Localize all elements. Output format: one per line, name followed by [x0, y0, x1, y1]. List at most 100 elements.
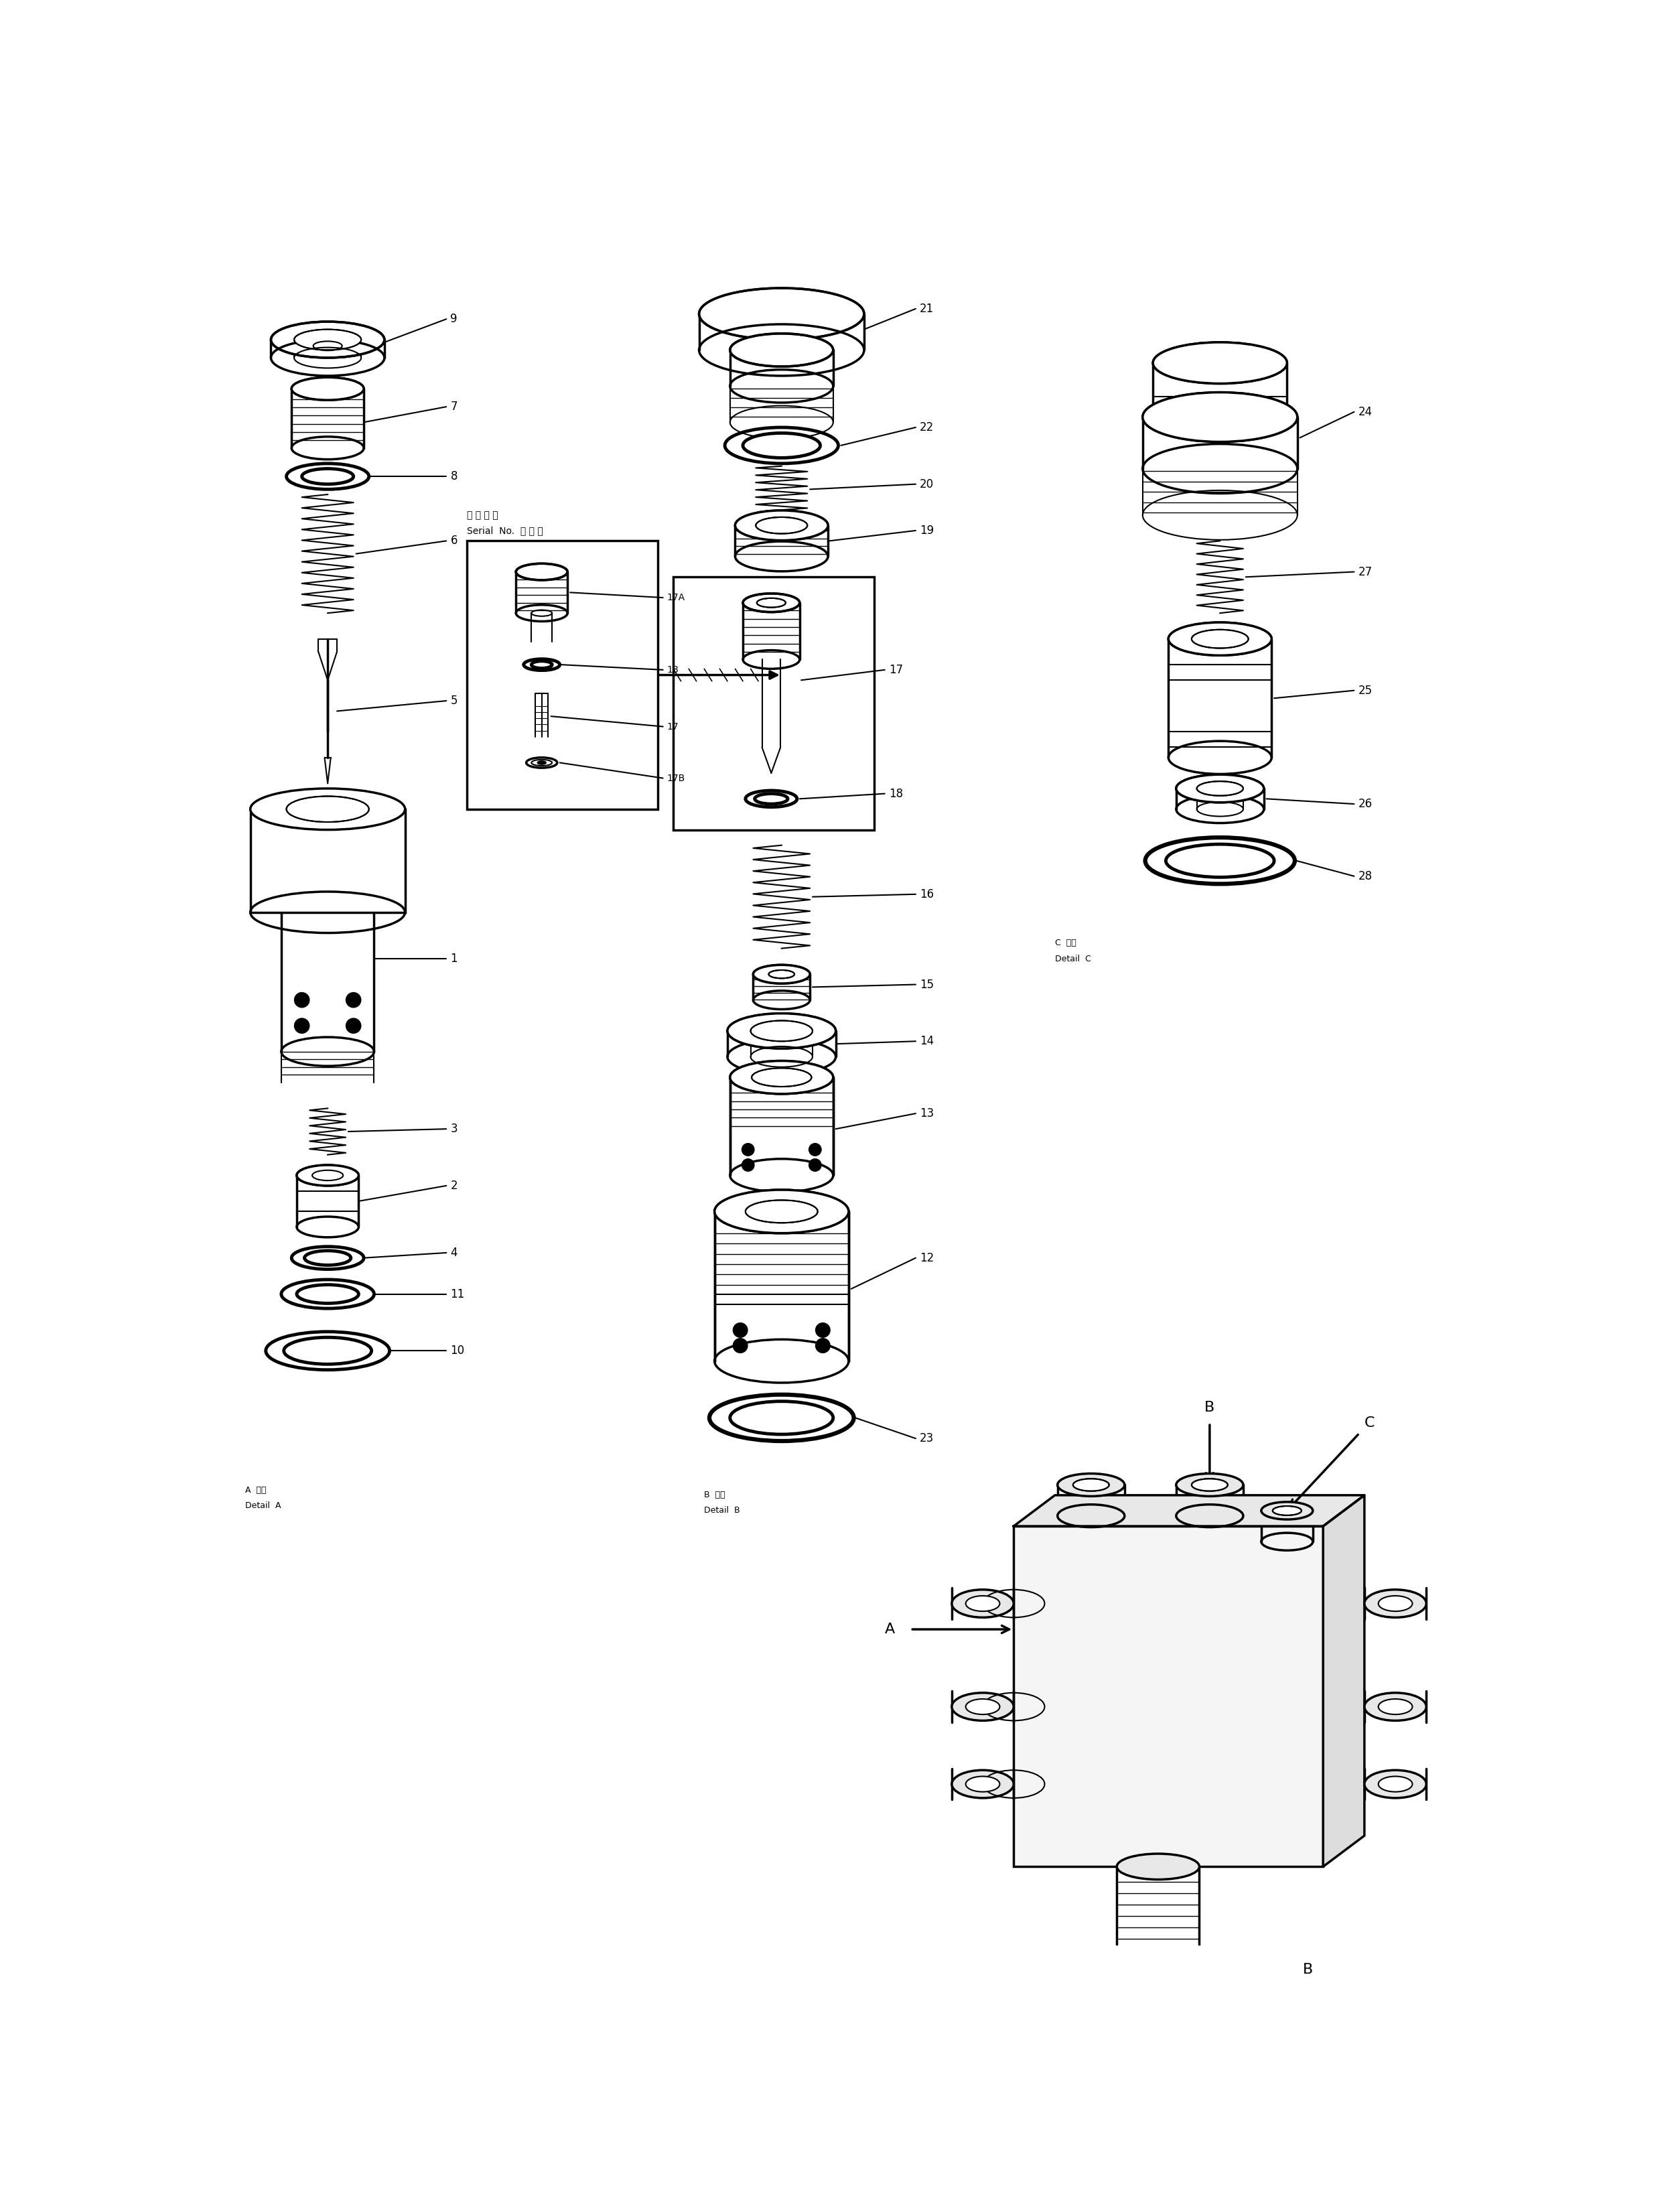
Ellipse shape [1196, 780, 1243, 796]
Ellipse shape [714, 1189, 848, 1233]
Text: 21: 21 [921, 302, 934, 315]
Circle shape [743, 1159, 754, 1172]
Ellipse shape [304, 1250, 351, 1266]
Ellipse shape [297, 1285, 358, 1303]
Ellipse shape [538, 761, 546, 765]
Ellipse shape [743, 592, 800, 612]
Text: 19: 19 [921, 525, 934, 536]
Text: Detail  C: Detail C [1055, 955, 1090, 964]
Text: 5: 5 [450, 695, 457, 706]
Text: 14: 14 [921, 1036, 934, 1047]
Text: 11: 11 [450, 1288, 465, 1301]
Ellipse shape [1142, 391, 1297, 442]
Circle shape [732, 1323, 748, 1338]
Text: 18: 18 [889, 787, 904, 800]
Ellipse shape [1364, 1692, 1426, 1720]
Text: 20: 20 [921, 479, 934, 490]
Text: Detail  B: Detail B [704, 1506, 741, 1515]
Text: 17A: 17A [667, 592, 685, 603]
Ellipse shape [286, 796, 370, 822]
Text: 25: 25 [1357, 684, 1373, 697]
Ellipse shape [1273, 1506, 1302, 1515]
Text: 9: 9 [450, 313, 457, 326]
Text: C: C [1364, 1417, 1374, 1430]
Text: 22: 22 [921, 422, 934, 433]
Ellipse shape [736, 512, 828, 540]
Text: 13: 13 [921, 1108, 934, 1119]
Text: A: A [885, 1622, 895, 1635]
Text: 3: 3 [450, 1124, 457, 1135]
Ellipse shape [753, 964, 810, 984]
Ellipse shape [966, 1596, 1000, 1611]
Text: 12: 12 [921, 1253, 934, 1264]
Ellipse shape [953, 1589, 1013, 1618]
Text: 8: 8 [450, 470, 457, 483]
Text: A  詳細: A 詳細 [245, 1486, 265, 1495]
Ellipse shape [1168, 623, 1272, 656]
Ellipse shape [1074, 1478, 1109, 1491]
Circle shape [815, 1338, 830, 1353]
Ellipse shape [1364, 1589, 1426, 1618]
Text: Detail  A: Detail A [245, 1502, 281, 1511]
Ellipse shape [953, 1771, 1013, 1799]
Text: B  詳細: B 詳細 [704, 1491, 726, 1500]
Circle shape [815, 1323, 830, 1338]
Circle shape [294, 1019, 309, 1034]
Ellipse shape [746, 1200, 818, 1222]
Ellipse shape [1057, 1473, 1124, 1495]
Ellipse shape [302, 468, 353, 483]
Ellipse shape [516, 564, 568, 579]
Bar [1013, 1526, 1324, 1867]
Ellipse shape [1176, 1473, 1243, 1495]
Text: 23: 23 [921, 1432, 934, 1445]
Bar [674, 577, 874, 831]
Text: 適 用 号 機: 適 用 号 機 [467, 509, 499, 520]
Circle shape [294, 992, 309, 1008]
Ellipse shape [953, 1692, 1013, 1720]
Ellipse shape [1191, 630, 1248, 649]
Polygon shape [1324, 1495, 1364, 1867]
Ellipse shape [1117, 1854, 1200, 1880]
Ellipse shape [966, 1699, 1000, 1714]
Text: 27: 27 [1357, 566, 1373, 577]
Ellipse shape [731, 334, 833, 367]
Text: B: B [1302, 1963, 1312, 1976]
Ellipse shape [1364, 1771, 1426, 1799]
Polygon shape [1013, 1495, 1364, 1526]
Circle shape [743, 1143, 754, 1156]
Ellipse shape [1152, 343, 1287, 383]
Ellipse shape [743, 433, 820, 457]
Ellipse shape [769, 971, 795, 979]
Ellipse shape [727, 1014, 835, 1049]
Text: 26: 26 [1357, 798, 1373, 811]
Text: 24: 24 [1357, 407, 1373, 418]
Text: Serial  No.  ・ ・ ～: Serial No. ・ ・ ～ [467, 527, 543, 536]
Ellipse shape [294, 330, 361, 350]
Ellipse shape [1378, 1699, 1413, 1714]
Bar [250, 809, 405, 912]
Ellipse shape [699, 289, 864, 339]
Ellipse shape [1378, 1596, 1413, 1611]
Circle shape [346, 1019, 361, 1034]
Ellipse shape [1262, 1502, 1312, 1519]
Ellipse shape [292, 378, 365, 400]
Ellipse shape [731, 1060, 833, 1093]
Circle shape [732, 1338, 748, 1353]
Ellipse shape [250, 789, 405, 831]
Text: 17: 17 [889, 665, 904, 675]
Ellipse shape [751, 1021, 813, 1041]
Text: 2: 2 [450, 1180, 457, 1191]
Text: 16: 16 [921, 888, 934, 901]
Text: C  詳細: C 詳細 [1055, 940, 1077, 947]
Text: 7: 7 [450, 400, 457, 413]
Ellipse shape [731, 1401, 833, 1434]
Ellipse shape [270, 321, 385, 359]
Ellipse shape [297, 1165, 358, 1185]
Ellipse shape [284, 1338, 371, 1364]
Text: 17B: 17B [667, 774, 685, 783]
Text: 1: 1 [450, 953, 457, 964]
Text: 28: 28 [1357, 870, 1373, 883]
Ellipse shape [531, 660, 553, 669]
Ellipse shape [1166, 844, 1273, 877]
Text: 15: 15 [921, 979, 934, 990]
